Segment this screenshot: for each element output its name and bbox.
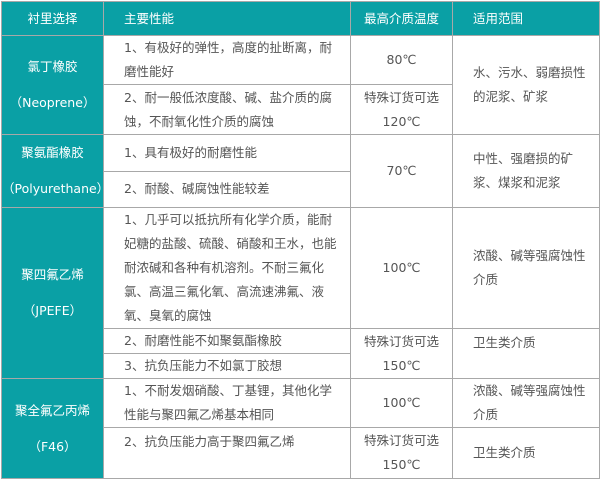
table-row: 2、耐酸、碱腐蚀性能较差 bbox=[2, 170, 600, 208]
property-cell: 1、不耐发烟硝酸、丁基锂，其他化学性能与聚四氟乙烯基本相同 bbox=[103, 378, 351, 428]
material-name: 聚全氟乙丙烯 bbox=[14, 402, 90, 418]
temp-cell: 100℃ bbox=[350, 378, 453, 428]
property-cell: 1、具有极好的耐磨性能 bbox=[103, 134, 351, 172]
table-row: 聚全氟乙丙烯 （F46） 1、不耐发烟硝酸、丁基锂，其他化学性能与聚四氟乙烯基本相… bbox=[1, 378, 600, 479]
temp-note: 特殊订货可选 bbox=[363, 433, 439, 448]
temp-value: 150℃ bbox=[382, 357, 421, 373]
temp-cell: 70℃ bbox=[350, 134, 453, 208]
table-row: 3、抗负压能力不如氯丁胶想 bbox=[2, 353, 600, 379]
property-cell: 1、几乎可以抵抗所有化学介质，能耐妃糖的盐酸、硫酸、硝酸和王水，也能耐浓碱和各种… bbox=[103, 207, 351, 329]
application-cell: 卫生类介质 bbox=[452, 328, 600, 379]
application-cell: 卫生类介质 bbox=[452, 427, 600, 479]
application-cell: 中性、强磨损的矿浆、煤浆和泥浆 bbox=[452, 134, 600, 208]
header-row: 衬里选择 主要性能 最高介质温度 适用范围 bbox=[1, 1, 600, 36]
temp-cell: 80℃ bbox=[350, 35, 453, 85]
table-row: 2、耐一般低浓度酸、碱、盐介质的腐蚀，不耐氧化性介质的腐蚀 特殊订货可选 120℃ bbox=[2, 84, 600, 135]
application-cell: 浓酸、碱等强腐蚀性介质 bbox=[452, 207, 600, 329]
table-row: 聚氨酯橡胶 （Polyurethane） 1、具有极好的耐磨性能 70℃ 中性、强… bbox=[1, 134, 600, 208]
table-row: 2、耐磨性能不如聚氨酯橡胶 特殊订货可选 150℃ 卫生类介质 bbox=[2, 328, 600, 379]
header-properties: 主要性能 bbox=[103, 1, 351, 36]
material-name: 聚四氟乙烯 bbox=[21, 267, 84, 282]
material-name-en: （F46） bbox=[28, 438, 77, 454]
temp-value: 120℃ bbox=[382, 113, 421, 129]
property-cell: 1、有极好的弹性，高度的扯断离，耐磨性能好 bbox=[103, 35, 351, 85]
property-cell: 2、耐磨性能不如聚氨酯橡胶 bbox=[103, 328, 351, 354]
table-row: 氯丁橡胶 （Neoprene） 1、有极好的弹性，高度的扯断离，耐磨性能好 80℃… bbox=[1, 35, 600, 135]
header-lining: 衬里选择 bbox=[1, 1, 104, 36]
temp-note: 特殊订货可选 bbox=[363, 333, 439, 349]
temp-cell: 特殊订货可选 150℃ bbox=[350, 427, 453, 479]
table-row: 聚四氟乙烯 （JPEFE） 1、几乎可以抵抗所有化学介质，能耐妃糖的盐酸、硫酸、硝… bbox=[1, 207, 600, 379]
material-name: 氯丁橡胶 bbox=[27, 59, 78, 74]
temp-note: 特殊订货可选 bbox=[363, 89, 439, 105]
temp-value: 150℃ bbox=[382, 457, 421, 472]
application-cell: 浓酸、碱等强腐蚀性介质 bbox=[452, 378, 600, 428]
material-name: 聚氨酯橡胶 bbox=[21, 145, 84, 160]
material-cell: 聚氨酯橡胶 （Polyurethane） bbox=[1, 134, 110, 208]
temp-cell: 特殊订货可选 120℃ bbox=[350, 84, 453, 135]
material-name-en: （JPEFE） bbox=[22, 303, 83, 318]
application-cell: 水、污水、弱磨损性的泥浆、矿浆 bbox=[452, 35, 600, 135]
property-cell: 2、耐酸、碱腐蚀性能较差 bbox=[103, 170, 351, 208]
temp-cell: 100℃ bbox=[350, 207, 453, 329]
material-cell: 氯丁橡胶 （Neoprene） bbox=[1, 35, 104, 135]
material-name-en: （Polyurethane） bbox=[2, 181, 110, 196]
property-cell: 2、耐一般低浓度酸、碱、盐介质的腐蚀，不耐氧化性介质的腐蚀 bbox=[103, 84, 351, 135]
header-max-temp: 最高介质温度 bbox=[350, 1, 453, 36]
material-cell: 聚四氟乙烯 （JPEFE） bbox=[1, 207, 104, 379]
header-application: 适用范围 bbox=[452, 1, 600, 36]
material-cell: 聚全氟乙丙烯 （F46） bbox=[1, 378, 104, 479]
material-name-en: （Neoprene） bbox=[9, 95, 96, 110]
temp-cell: 特殊订货可选 150℃ bbox=[350, 328, 453, 379]
property-cell: 3、抗负压能力不如氯丁胶想 bbox=[103, 353, 351, 379]
property-cell: 2、抗负压能力高于聚四氟乙烯 bbox=[103, 427, 351, 479]
